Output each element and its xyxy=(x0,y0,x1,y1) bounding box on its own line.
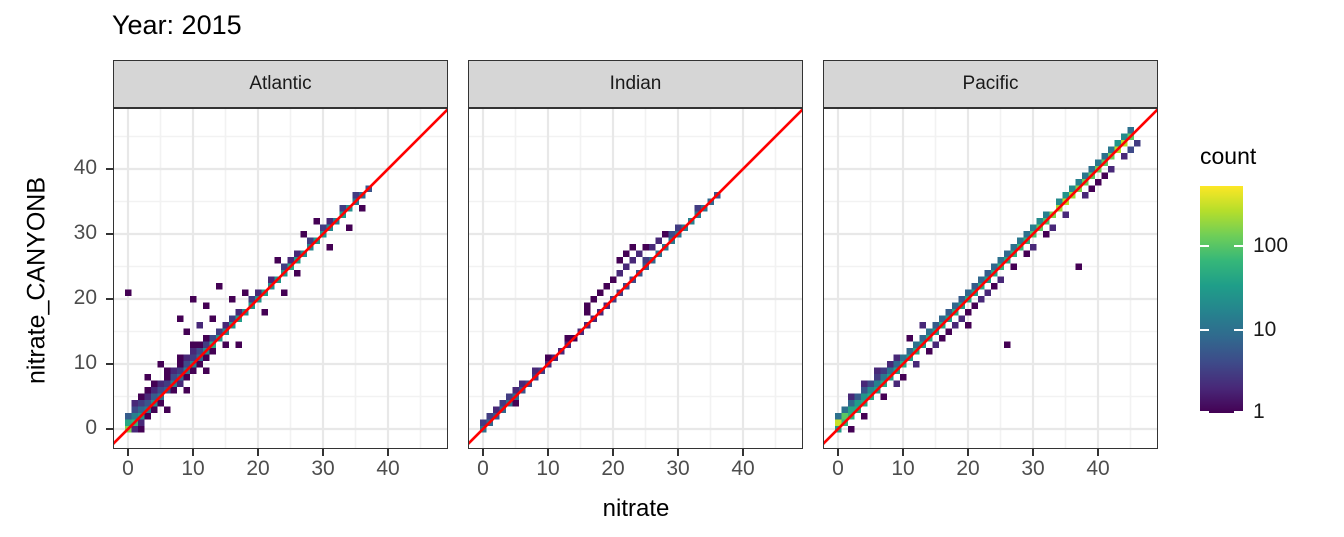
x-tick-mark xyxy=(192,449,194,456)
x-axis-title: nitrate xyxy=(602,495,670,522)
y-tick-mark xyxy=(106,428,113,430)
grid-minor xyxy=(469,109,802,448)
legend-tick-mark xyxy=(1200,244,1209,247)
facet-panel-atlantic xyxy=(113,108,448,449)
legend-tick-label: 100 xyxy=(1253,233,1289,257)
legend-tick-mark xyxy=(1234,411,1243,413)
y-tick-mark xyxy=(106,298,113,300)
facet-panel-indian xyxy=(468,108,803,449)
x-tick-mark xyxy=(482,449,484,456)
legend-tick-mark xyxy=(1200,411,1209,413)
y-tick-mark xyxy=(106,363,113,365)
y-tick-label: 0 xyxy=(85,416,97,439)
facet-strip-label: Atlantic xyxy=(249,73,312,94)
x-tick-mark xyxy=(547,449,549,456)
x-tick-label: 10 xyxy=(891,457,915,480)
x-tick-mark xyxy=(677,449,679,456)
x-tick-mark xyxy=(387,449,389,456)
x-tick-mark xyxy=(127,449,129,456)
x-tick-mark xyxy=(612,449,614,456)
legend: count 100 10 1 xyxy=(1200,143,1340,443)
panel-canvas-indian xyxy=(469,109,802,448)
legend-tick-mark xyxy=(1234,244,1243,247)
panel-canvas-pacific xyxy=(824,109,1157,448)
x-tick-mark xyxy=(1032,449,1034,456)
x-tick-label: 40 xyxy=(376,457,400,480)
facet-strip-label: Pacific xyxy=(962,73,1019,94)
y-tick-label: 20 xyxy=(73,286,97,309)
x-tick-label: 20 xyxy=(601,457,625,480)
grid-major xyxy=(824,109,1157,448)
y-tick-label: 30 xyxy=(73,221,97,244)
x-tick-label: 30 xyxy=(666,457,690,480)
legend-tick-label: 10 xyxy=(1253,317,1277,341)
x-tick-mark xyxy=(1097,449,1099,456)
facet-strip-pacific: Pacific xyxy=(823,60,1158,108)
identity-line xyxy=(114,109,447,445)
panel-canvas-atlantic xyxy=(114,109,447,448)
y-tick-label: 40 xyxy=(73,156,97,179)
legend-tick-mark xyxy=(1200,328,1209,331)
legend-title: count xyxy=(1200,143,1257,169)
x-tick-mark xyxy=(967,449,969,456)
y-tick-mark xyxy=(106,233,113,235)
x-tick-label: 20 xyxy=(246,457,270,480)
x-tick-mark xyxy=(902,449,904,456)
x-tick-label: 0 xyxy=(832,457,844,480)
x-tick-label: 30 xyxy=(311,457,335,480)
x-tick-label: 20 xyxy=(956,457,980,480)
facet-panel-pacific xyxy=(823,108,1158,449)
x-tick-label: 0 xyxy=(477,457,489,480)
identity-line xyxy=(469,109,802,445)
x-tick-label: 40 xyxy=(1086,457,1110,480)
x-tick-mark xyxy=(837,449,839,456)
x-tick-label: 10 xyxy=(181,457,205,480)
facet-strip-indian: Indian xyxy=(468,60,803,108)
x-tick-label: 10 xyxy=(536,457,560,480)
grid-minor xyxy=(824,109,1157,448)
legend-colorbar xyxy=(1200,186,1243,413)
identity-line xyxy=(824,109,1157,445)
plot-title: Year: 2015 xyxy=(112,10,242,40)
x-tick-mark xyxy=(322,449,324,456)
y-tick-label: 10 xyxy=(73,351,97,374)
facet-strip-label: Indian xyxy=(609,73,662,94)
facet-strip-atlantic: Atlantic xyxy=(113,60,448,108)
legend-tick-mark xyxy=(1234,328,1243,331)
grid-major xyxy=(114,109,447,448)
x-tick-mark xyxy=(742,449,744,456)
x-tick-label: 0 xyxy=(122,457,134,480)
x-tick-label: 40 xyxy=(731,457,755,480)
legend-tick-label: 1 xyxy=(1253,400,1265,423)
x-tick-label: 30 xyxy=(1021,457,1045,480)
x-tick-mark xyxy=(257,449,259,456)
y-tick-mark xyxy=(106,168,113,170)
